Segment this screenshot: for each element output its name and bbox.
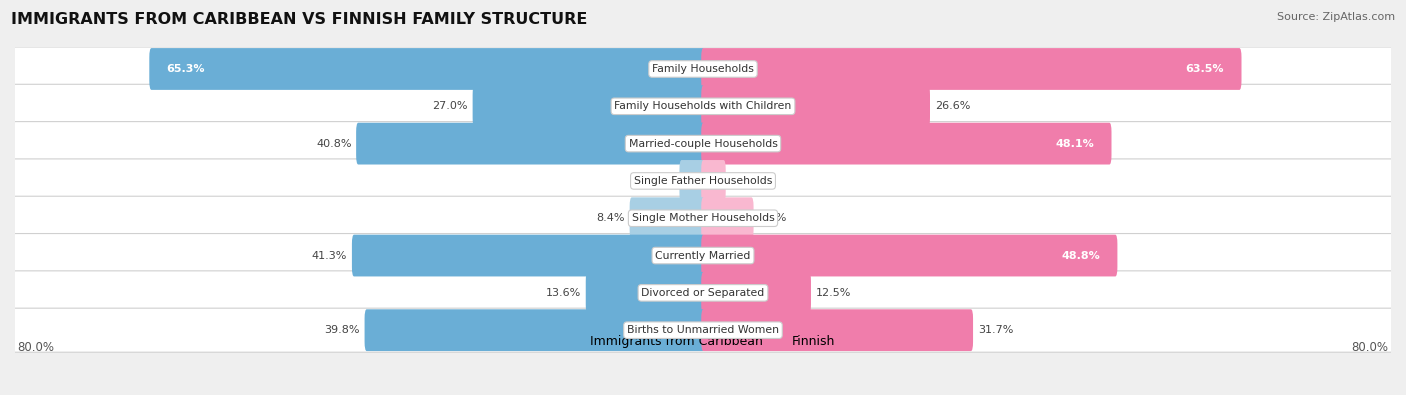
FancyBboxPatch shape bbox=[702, 272, 811, 314]
Text: 5.7%: 5.7% bbox=[758, 213, 786, 223]
Text: 2.4%: 2.4% bbox=[730, 176, 759, 186]
Text: Currently Married: Currently Married bbox=[655, 250, 751, 261]
FancyBboxPatch shape bbox=[14, 196, 1392, 240]
Text: 65.3%: 65.3% bbox=[167, 64, 205, 74]
FancyBboxPatch shape bbox=[352, 235, 704, 276]
Text: Single Father Households: Single Father Households bbox=[634, 176, 772, 186]
Text: 63.5%: 63.5% bbox=[1185, 64, 1225, 74]
Text: 48.1%: 48.1% bbox=[1056, 139, 1094, 149]
Text: 80.0%: 80.0% bbox=[17, 341, 55, 354]
FancyBboxPatch shape bbox=[586, 272, 704, 314]
Text: Source: ZipAtlas.com: Source: ZipAtlas.com bbox=[1277, 12, 1395, 22]
Text: 48.8%: 48.8% bbox=[1062, 250, 1099, 261]
FancyBboxPatch shape bbox=[702, 235, 1118, 276]
FancyBboxPatch shape bbox=[364, 309, 704, 351]
FancyBboxPatch shape bbox=[14, 159, 1392, 203]
FancyBboxPatch shape bbox=[356, 123, 704, 164]
FancyBboxPatch shape bbox=[149, 48, 704, 90]
Text: 41.3%: 41.3% bbox=[312, 250, 347, 261]
FancyBboxPatch shape bbox=[702, 198, 754, 239]
FancyBboxPatch shape bbox=[14, 84, 1392, 128]
Text: 31.7%: 31.7% bbox=[977, 325, 1014, 335]
Text: Family Households with Children: Family Households with Children bbox=[614, 101, 792, 111]
Text: 13.6%: 13.6% bbox=[546, 288, 581, 298]
Text: 39.8%: 39.8% bbox=[325, 325, 360, 335]
Text: IMMIGRANTS FROM CARIBBEAN VS FINNISH FAMILY STRUCTURE: IMMIGRANTS FROM CARIBBEAN VS FINNISH FAM… bbox=[11, 12, 588, 27]
Text: Married-couple Households: Married-couple Households bbox=[628, 139, 778, 149]
FancyBboxPatch shape bbox=[14, 233, 1392, 278]
FancyBboxPatch shape bbox=[679, 160, 704, 202]
Legend: Immigrants from Caribbean, Finnish: Immigrants from Caribbean, Finnish bbox=[567, 330, 839, 353]
FancyBboxPatch shape bbox=[14, 308, 1392, 352]
Text: 27.0%: 27.0% bbox=[433, 101, 468, 111]
FancyBboxPatch shape bbox=[14, 271, 1392, 315]
FancyBboxPatch shape bbox=[14, 47, 1392, 91]
FancyBboxPatch shape bbox=[702, 85, 929, 127]
FancyBboxPatch shape bbox=[472, 85, 704, 127]
Text: Family Households: Family Households bbox=[652, 64, 754, 74]
FancyBboxPatch shape bbox=[14, 122, 1392, 166]
FancyBboxPatch shape bbox=[702, 309, 973, 351]
Text: 12.5%: 12.5% bbox=[815, 288, 851, 298]
FancyBboxPatch shape bbox=[702, 123, 1112, 164]
FancyBboxPatch shape bbox=[702, 48, 1241, 90]
FancyBboxPatch shape bbox=[702, 160, 725, 202]
FancyBboxPatch shape bbox=[630, 198, 704, 239]
Text: 26.6%: 26.6% bbox=[935, 101, 970, 111]
Text: 40.8%: 40.8% bbox=[316, 139, 352, 149]
Text: 8.4%: 8.4% bbox=[596, 213, 626, 223]
Text: 80.0%: 80.0% bbox=[1351, 341, 1389, 354]
Text: Divorced or Separated: Divorced or Separated bbox=[641, 288, 765, 298]
Text: 2.5%: 2.5% bbox=[647, 176, 675, 186]
Text: Births to Unmarried Women: Births to Unmarried Women bbox=[627, 325, 779, 335]
Text: Single Mother Households: Single Mother Households bbox=[631, 213, 775, 223]
